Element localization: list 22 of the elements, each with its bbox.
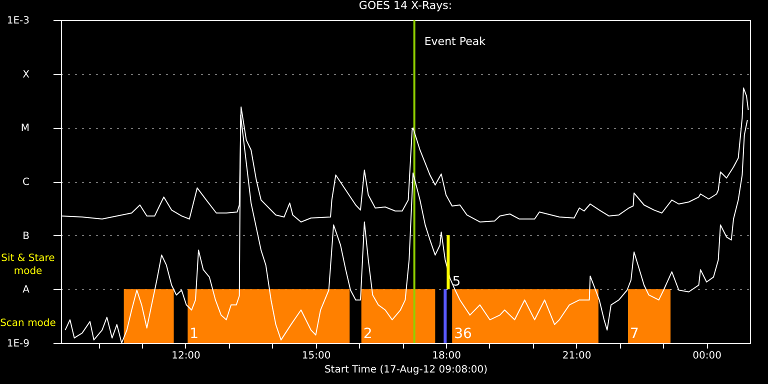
text: Scan mode bbox=[0, 318, 56, 329]
band-label: 36 bbox=[454, 326, 472, 342]
x-tick-label: 15:00 bbox=[302, 350, 331, 362]
y-tick-label: A bbox=[22, 284, 30, 296]
y-tick-label: C bbox=[22, 177, 30, 188]
band-label: 7 bbox=[630, 326, 639, 342]
text: Sit & Stare mode bbox=[1, 253, 55, 277]
y-tick-label: 1E-3 bbox=[6, 16, 30, 26]
annotation: 5 bbox=[452, 274, 461, 290]
y-tick-label: M bbox=[20, 123, 30, 134]
x-tick-label: 18:00 bbox=[432, 350, 461, 362]
x-tick-label: 00:00 bbox=[692, 350, 722, 362]
band-label: 2 bbox=[363, 326, 372, 342]
x-tick-label: 21:00 bbox=[562, 350, 592, 362]
y-tick-label: X bbox=[22, 69, 30, 80]
x-axis-title: Start Time (17-Aug-12 09:08:00) bbox=[324, 364, 488, 376]
y-tick-label: 1E-9 bbox=[6, 338, 30, 350]
chart-title: GOES 14 X-Rays: bbox=[358, 0, 452, 12]
band-label: 1 bbox=[190, 326, 199, 342]
y-tick-label: B bbox=[22, 230, 30, 242]
x-tick-label: 12:00 bbox=[172, 350, 200, 362]
ref-line-label: Event Peak bbox=[424, 35, 486, 48]
